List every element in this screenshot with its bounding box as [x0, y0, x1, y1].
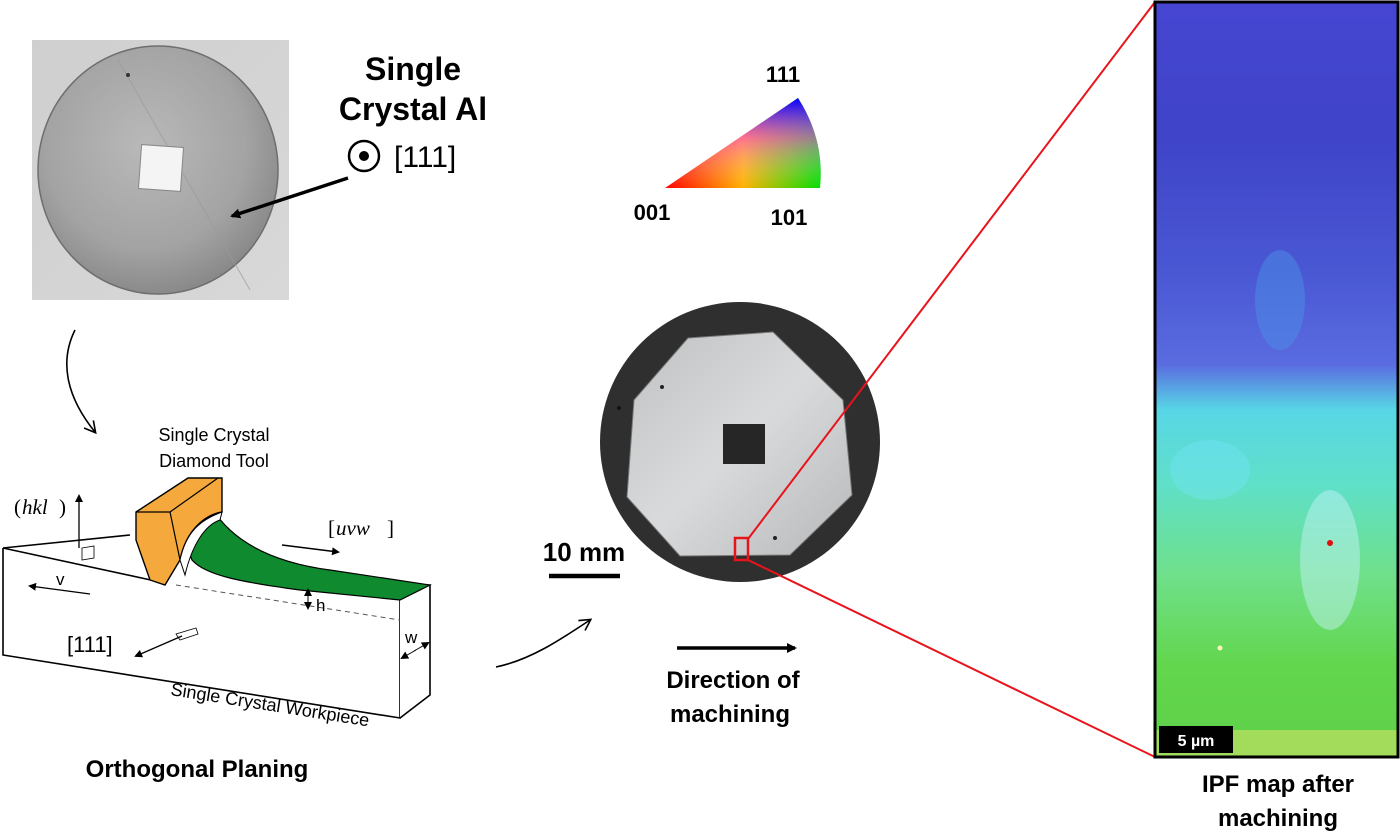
machining-direction-line2: machining — [670, 701, 790, 728]
h-label: h — [316, 596, 325, 615]
curved-arrow-right — [495, 618, 593, 668]
uvw-open-bracket: [ — [328, 516, 335, 540]
ipf-color-key — [665, 98, 821, 188]
ipf-key-101: 101 — [771, 205, 808, 230]
v-label: v — [56, 570, 65, 589]
planing-caption: Orthogonal Planing — [86, 756, 309, 783]
uvw-label: uvw — [336, 516, 370, 540]
ipf-scale-bar-label: 5 µm — [1178, 733, 1215, 750]
out-of-plane-icon — [347, 139, 381, 173]
tool-label-line2: Diamond Tool — [159, 451, 269, 471]
sample-title-line1: Single — [365, 51, 461, 87]
sample-pointer-arrow — [230, 176, 349, 219]
region-of-interest-box — [733, 536, 750, 562]
hkl-open-paren: ( — [14, 495, 21, 519]
uvw-close-bracket: ] — [387, 516, 394, 540]
machined-disc-photo — [600, 302, 880, 582]
zoom-line-top — [747, 1, 1156, 540]
ipf-map — [1153, 0, 1400, 759]
dir-111-label: [111] — [67, 632, 113, 657]
curved-arrow-down — [66, 329, 97, 435]
ipf-caption-line2: machining — [1218, 805, 1338, 832]
zoom-line-bottom — [747, 559, 1156, 758]
ipf-caption-line1: IPF map after — [1202, 771, 1354, 798]
machining-direction-line1: Direction of — [666, 667, 800, 694]
ipf-key-001: 001 — [634, 200, 671, 225]
w-label: w — [404, 628, 418, 647]
ipf-key-111: 111 — [766, 62, 800, 87]
sample-photo — [32, 40, 289, 300]
sample-title-line2: Crystal Al — [339, 91, 487, 127]
sample-direction: [111] — [394, 141, 456, 174]
tool-label-line1: Single Crystal — [158, 425, 269, 445]
hkl-label: hkl — [22, 495, 48, 519]
scale-bar-label: 10 mm — [543, 537, 625, 567]
hkl-close-paren: ) — [59, 495, 66, 519]
planing-schematic — [2, 477, 432, 719]
